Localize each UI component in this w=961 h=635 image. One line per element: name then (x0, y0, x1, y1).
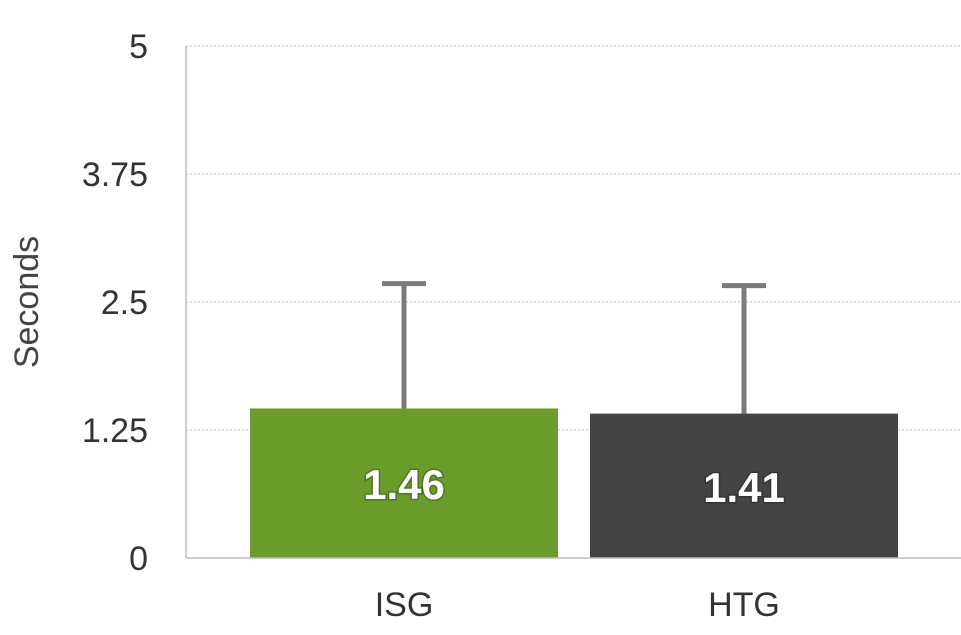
data-label: 1.46 (363, 461, 445, 508)
bar (250, 408, 558, 558)
error-bars (382, 281, 766, 414)
data-label: 1.41 (703, 464, 785, 511)
y-axis-ticks: 0 1.25 2.5 3.75 5 (82, 28, 148, 578)
y-tick-label: 2.5 (101, 284, 148, 322)
x-category-label: ISG (375, 586, 434, 624)
bar (590, 413, 898, 558)
data-labels: 1.46 1.41 (362, 460, 787, 513)
y-tick-label: 0 (129, 540, 148, 578)
gridlines (186, 45, 961, 431)
y-axis-title: Seconds (8, 236, 46, 368)
x-category-label: HTG (708, 586, 780, 624)
x-axis-categories: ISG HTG (375, 586, 780, 624)
y-tick-label: 5 (129, 28, 148, 66)
y-tick-label: 3.75 (82, 156, 148, 194)
bars (250, 408, 898, 558)
y-tick-label: 1.25 (82, 412, 148, 450)
